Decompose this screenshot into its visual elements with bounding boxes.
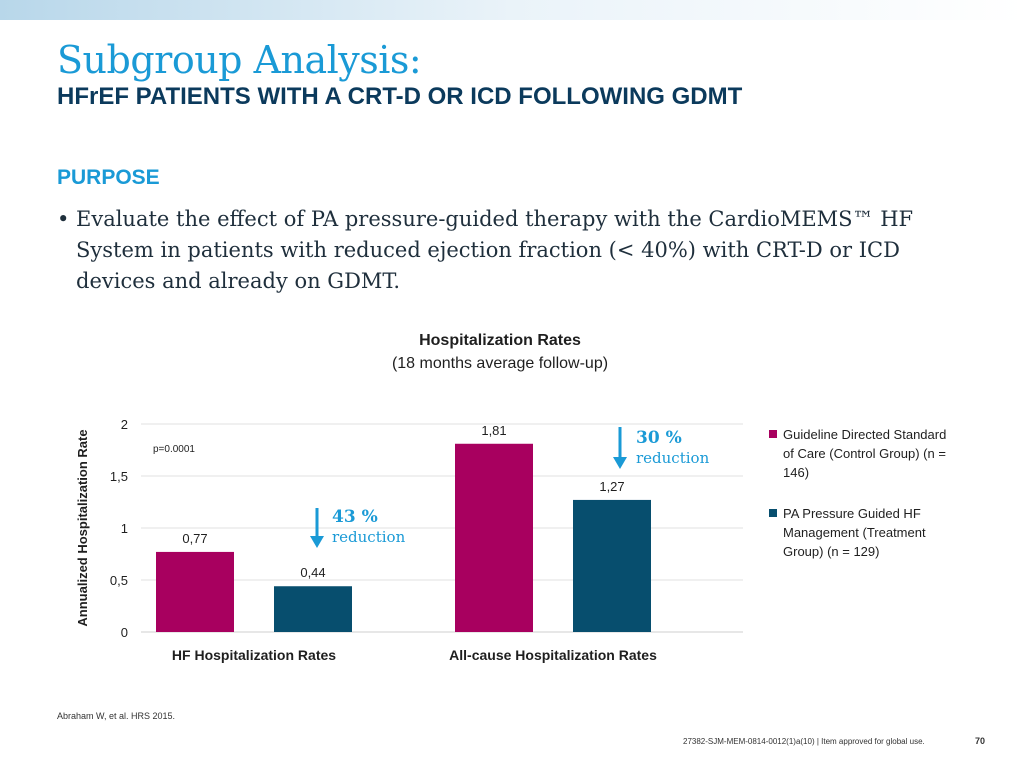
y-tick-label-1: 0,5 [110,573,128,588]
approval-text: 27382-SJM-MEM-0814-0012(1)a(10) | Item a… [683,737,925,746]
category-label-1: All-cause Hospitalization Rates [449,647,657,663]
reduction-percent-0: 43 % [332,507,378,527]
bullet-dot-icon: • [57,207,70,231]
y-tick-label-2: 1 [121,521,128,536]
bar-control-1 [455,443,533,632]
bar-control-0 [156,551,234,632]
legend-swatch-treatment [769,509,777,517]
reduction-label-0: reduction [332,528,406,546]
legend-item-treatment: PA Pressure Guided HF Management (Treatm… [769,504,959,561]
down-arrow-icon-1 [613,457,627,469]
p-value-annotation: p=0.0001 [153,444,195,455]
bar-treatment-0 [274,586,352,632]
chart-title: Hospitalization Rates [419,332,581,349]
reduction-percent-1: 30 % [636,428,682,448]
hospitalization-bar-chart: 0 0,5 1 1,5 2 Annualized Hospitalization Rate… [75,417,743,663]
chart-title-block: Hospitalization Rates (18 months average… [300,330,700,376]
legend-swatch-control [769,430,777,438]
category-label-0: HF Hospitalization Rates [172,647,336,663]
legend-label-treatment: PA Pressure Guided HF Management (Treatm… [783,506,926,559]
footnote: Abraham W, et al. HRS 2015. [57,711,176,721]
legend-item-control: Guideline Directed Standard of Care (Con… [769,425,959,482]
page-number: 70 [975,736,986,746]
purpose-heading: PURPOSE [57,166,160,189]
chart-legend: Guideline Directed Standard of Care (Con… [769,425,959,561]
purpose-bullet-text: Evaluate the effect of PA pressure-guide… [76,207,914,293]
down-arrow-icon-0 [310,536,324,548]
top-gradient-bar [0,0,1024,20]
page-title: Subgroup Analysis: [57,38,422,82]
y-axis-title: Annualized Hospitalization Rate [75,429,90,626]
chart-subtitle: (18 months average follow-up) [391,355,609,372]
legend-label-control: Guideline Directed Standard of Care (Con… [783,427,947,480]
y-tick-label-4: 2 [121,417,128,432]
bar-value-label-0-1: 1,81 [481,423,506,438]
bar-treatment-1 [573,499,651,632]
bar-value-label-0-0: 0,77 [182,531,207,546]
y-tick-label-3: 1,5 [110,469,128,484]
reduction-label-1: reduction [636,449,710,467]
y-tick-label-0: 0 [121,625,128,640]
page-subtitle: HFrEF PATIENTS WITH A CRT-D OR ICD FOLLO… [57,83,743,110]
bar-value-label-1-1: 1,27 [599,479,624,494]
bar-value-label-1-0: 0,44 [300,565,325,580]
